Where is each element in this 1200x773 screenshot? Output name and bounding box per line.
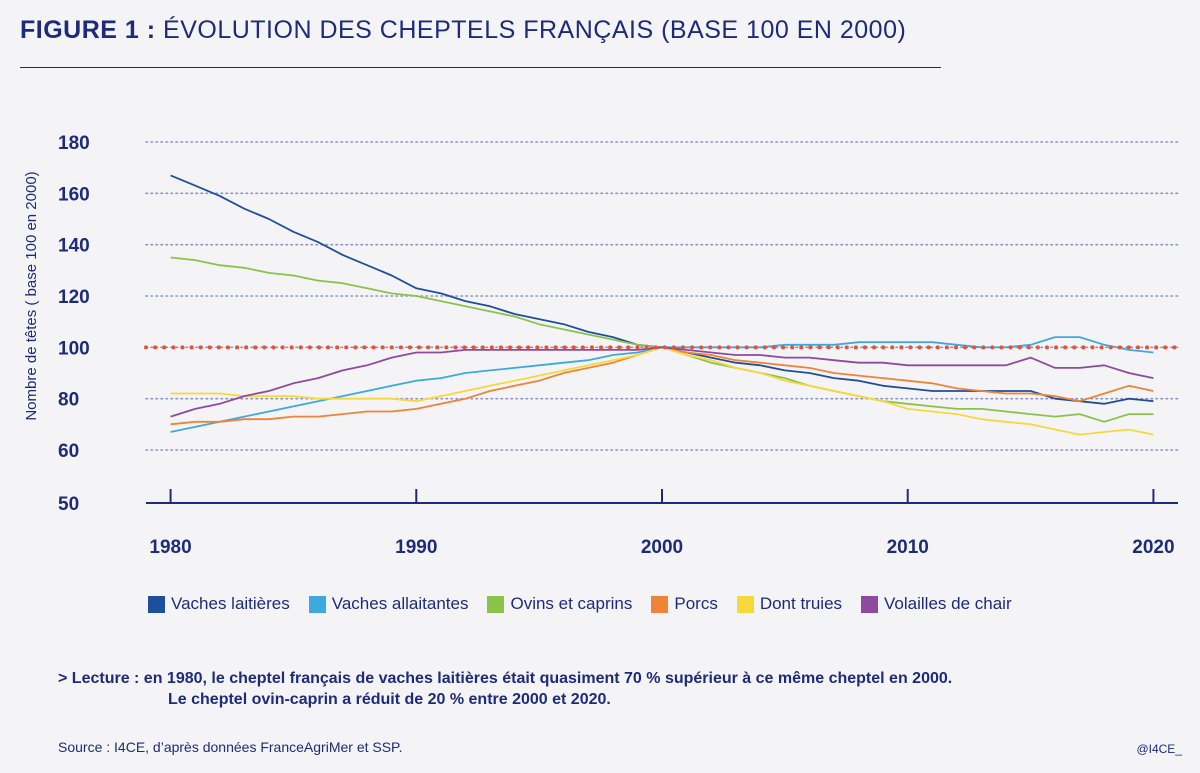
legend-item: Porcs: [651, 594, 718, 614]
series-line-2: [170, 336, 1154, 433]
y-tick-label: 160: [58, 184, 90, 205]
legend-label: Ovins et caprins: [510, 594, 633, 613]
y-tick-label: 120: [58, 287, 90, 308]
chart-title: FIGURE 1 : ÉVOLUTION DES CHEPTELS FRANÇA…: [20, 16, 906, 45]
x-tick-label: 1990: [395, 537, 437, 558]
credit-handle: @I4CE_: [1136, 742, 1182, 756]
y-tick-label: 60: [58, 441, 79, 462]
y-tick-label: 50: [58, 494, 79, 515]
chart-legend: Vaches laitières Vaches allaitantes Ovins …: [148, 594, 1031, 614]
legend-item: Volailles de chair: [861, 594, 1012, 614]
y-tick-label: 80: [58, 390, 79, 411]
y-tick-label: 140: [58, 236, 90, 257]
line-chart: Nombre de têtes ( base 100 en 2000) 50 60 8…: [23, 133, 1180, 558]
x-tick-label: 1980: [149, 537, 191, 558]
legend-swatch: [736, 595, 754, 613]
reading-note-line-1: > Lecture : en 1980, le cheptel français…: [58, 670, 953, 687]
legend-swatch: [487, 595, 505, 613]
series-line-1: [170, 174, 1154, 405]
legend-item: Vaches allaitantes: [308, 594, 469, 614]
legend-label: Porcs: [674, 594, 718, 613]
legend-item: Ovins et caprins: [487, 594, 632, 614]
title-divider: [20, 67, 941, 68]
legend-swatch: [861, 595, 879, 613]
legend-item: Dont truies: [736, 594, 843, 614]
legend-label: Vaches laitières: [171, 594, 290, 613]
legend-label: Volailles de chair: [884, 594, 1012, 613]
y-tick-label: 180: [58, 133, 90, 154]
legend-swatch: [308, 595, 326, 613]
legend-swatch: [148, 595, 165, 613]
series-line-6: [170, 346, 1154, 418]
legend-label: Dont truies: [759, 594, 843, 613]
legend-swatch: [651, 595, 669, 613]
figure-label: FIGURE 1 :: [20, 16, 156, 44]
x-tick-label: 2010: [887, 537, 929, 558]
reading-note-line-2: Le cheptel ovin-caprin a réduit de 20 % …: [168, 691, 611, 708]
series-line-4: [170, 346, 1154, 426]
reading-note: > Lecture : en 1980, le cheptel français…: [58, 668, 952, 710]
source-text: Source : I4CE, d’après données FranceAgr…: [58, 739, 403, 755]
figure-title: ÉVOLUTION DES CHEPTELS FRANÇAIS (BASE 10…: [163, 16, 907, 44]
y-axis-title: Nombre de têtes ( base 100 en 2000): [23, 171, 40, 420]
legend-item: Vaches laitières: [148, 594, 290, 614]
x-tick-label: 2000: [641, 537, 683, 558]
series-line-3: [170, 256, 1154, 423]
y-tick-label: 100: [58, 338, 90, 359]
x-tick-label: 2020: [1132, 537, 1174, 558]
legend-label: Vaches allaitantes: [331, 594, 469, 613]
